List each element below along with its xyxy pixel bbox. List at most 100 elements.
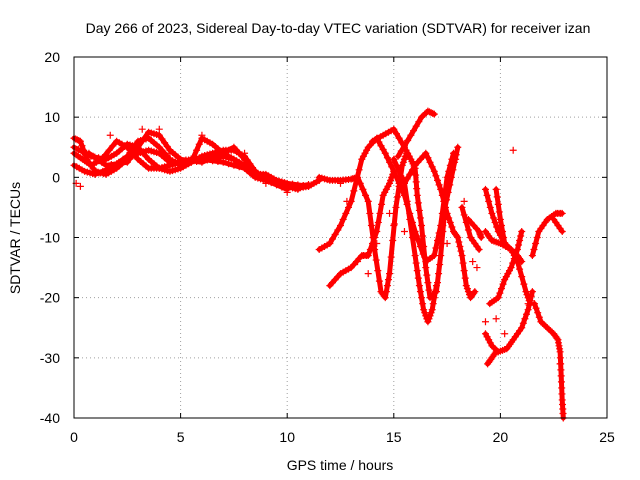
data-point-marker bbox=[412, 259, 420, 267]
data-point-marker bbox=[331, 230, 339, 238]
data-point-marker bbox=[392, 203, 400, 211]
data-point-marker bbox=[437, 185, 445, 193]
data-point-marker bbox=[415, 118, 423, 126]
data-point-marker bbox=[429, 109, 437, 117]
data-point-marker bbox=[443, 209, 451, 217]
data-point-marker bbox=[372, 256, 380, 264]
data-point-marker bbox=[89, 152, 97, 160]
data-point-marker bbox=[509, 259, 517, 267]
data-point-marker bbox=[494, 294, 502, 302]
data-point-marker bbox=[454, 234, 462, 241]
data-point-marker bbox=[435, 181, 443, 189]
data-point-marker bbox=[379, 191, 387, 199]
data-point-marker bbox=[558, 227, 566, 235]
y-tick-label: -30 bbox=[40, 350, 60, 366]
data-point-marker bbox=[424, 318, 432, 326]
data-point-marker bbox=[531, 300, 539, 308]
data-point-marker bbox=[230, 161, 238, 169]
data-point-marker bbox=[107, 161, 115, 169]
data-point-marker bbox=[339, 215, 347, 223]
data-point-marker bbox=[138, 125, 146, 133]
data-point-marker bbox=[535, 313, 543, 321]
y-tick-label: 0 bbox=[52, 169, 60, 185]
data-point-marker bbox=[404, 149, 412, 157]
data-point-marker bbox=[95, 169, 103, 177]
data-point-marker bbox=[388, 173, 396, 181]
data-point-marker bbox=[78, 142, 86, 150]
data-point-marker bbox=[358, 155, 366, 163]
data-point-marker bbox=[533, 234, 541, 241]
data-point-marker bbox=[483, 191, 491, 199]
data-point-marker bbox=[504, 270, 512, 278]
data-point-marker bbox=[117, 140, 125, 148]
data-point-marker bbox=[387, 253, 395, 261]
data-point-marker bbox=[381, 188, 389, 196]
data-point-marker bbox=[415, 282, 423, 290]
y-tick-label: 20 bbox=[44, 49, 60, 65]
data-point-marker bbox=[471, 288, 479, 296]
data-point-marker bbox=[413, 191, 421, 199]
data-point-marker bbox=[139, 136, 147, 144]
data-point-marker bbox=[430, 110, 438, 118]
data-point-marker bbox=[558, 390, 566, 398]
data-point-marker bbox=[423, 271, 431, 279]
y-tick-label: -40 bbox=[40, 410, 60, 426]
data-point-marker bbox=[155, 131, 163, 139]
data-point-marker bbox=[507, 264, 515, 272]
data-point-marker bbox=[267, 179, 275, 187]
data-point-marker bbox=[430, 252, 438, 260]
data-point-marker bbox=[273, 181, 281, 189]
data-point-marker bbox=[458, 203, 466, 211]
data-point-marker bbox=[93, 155, 101, 163]
data-point-marker bbox=[534, 309, 542, 317]
data-point-marker bbox=[431, 288, 439, 296]
data-point-marker bbox=[424, 279, 432, 287]
data-point-marker bbox=[398, 161, 406, 169]
data-point-marker bbox=[553, 334, 561, 342]
data-point-marker bbox=[405, 152, 413, 160]
data-point-marker bbox=[337, 221, 344, 229]
data-point-marker bbox=[492, 315, 500, 323]
data-point-marker bbox=[400, 179, 408, 187]
data-point-marker bbox=[102, 161, 110, 169]
data-point-marker bbox=[123, 158, 131, 166]
data-point-marker bbox=[283, 188, 291, 196]
data-point-marker bbox=[99, 167, 107, 175]
data-point-marker bbox=[483, 333, 491, 341]
data-point-marker bbox=[428, 306, 436, 314]
data-point-marker bbox=[446, 218, 454, 226]
data-point-marker bbox=[337, 179, 344, 187]
data-point-marker bbox=[374, 218, 382, 226]
data-point-marker bbox=[387, 176, 395, 184]
data-point-marker bbox=[461, 274, 469, 282]
data-point-marker bbox=[500, 234, 508, 241]
data-point-marker bbox=[134, 143, 142, 151]
data-point-marker bbox=[352, 176, 360, 184]
data-point-marker bbox=[161, 139, 169, 147]
data-point-marker bbox=[129, 151, 137, 159]
data-point-marker bbox=[545, 325, 553, 333]
data-point-marker bbox=[556, 348, 564, 356]
data-point-marker bbox=[489, 343, 497, 351]
data-point-marker bbox=[106, 131, 114, 139]
data-point-marker bbox=[424, 107, 432, 115]
data-point-marker bbox=[414, 199, 422, 207]
data-point-marker bbox=[408, 166, 416, 174]
data-point-marker bbox=[344, 203, 352, 211]
data-point-marker bbox=[537, 318, 545, 326]
data-point-marker bbox=[513, 246, 521, 254]
data-point-marker bbox=[386, 158, 394, 166]
data-point-marker bbox=[557, 372, 565, 380]
data-point-marker bbox=[557, 366, 565, 374]
data-point-marker bbox=[435, 270, 443, 278]
data-point-marker bbox=[443, 240, 451, 248]
data-point-marker bbox=[182, 156, 190, 164]
data-point-marker bbox=[364, 270, 372, 278]
data-point-marker bbox=[412, 178, 420, 186]
data-point-marker bbox=[283, 179, 291, 187]
data-point-marker bbox=[410, 127, 418, 135]
data-point-marker bbox=[473, 264, 481, 272]
data-point-marker bbox=[475, 246, 483, 254]
data-point-marker bbox=[407, 131, 415, 139]
data-point-marker bbox=[432, 282, 440, 290]
